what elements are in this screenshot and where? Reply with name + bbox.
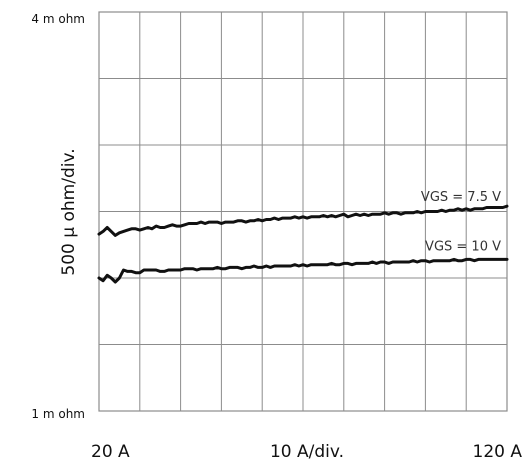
x-start-label: 20 A xyxy=(91,442,130,462)
y-top-tick-label: 4 m ohm xyxy=(31,12,85,26)
chart-annotations: VGS = 7.5 V VGS = 10 V xyxy=(421,190,501,254)
series-line-2 xyxy=(97,257,509,284)
plot-frame xyxy=(98,11,508,412)
y-axis-label: 500 µ ohm/div. xyxy=(59,148,79,275)
series-annotation-2: VGS = 10 V xyxy=(425,239,501,254)
x-end-label: 120 A xyxy=(473,442,523,462)
x-axis-label: 10 A/div. xyxy=(270,442,344,462)
series-annotation-1: VGS = 7.5 V xyxy=(421,190,501,205)
chart-series xyxy=(97,204,509,284)
y-bottom-tick-label: 1 m ohm xyxy=(31,407,85,421)
chart-grid xyxy=(98,11,508,412)
series-line-1 xyxy=(97,204,509,237)
